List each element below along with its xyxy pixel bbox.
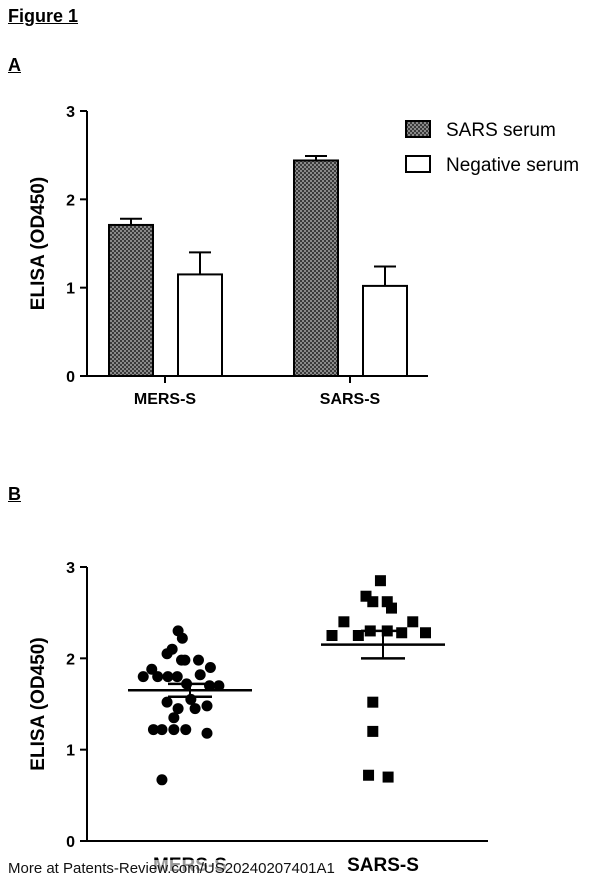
y-tick-label: 2 <box>66 192 75 209</box>
y-tick-label: 1 <box>66 281 75 298</box>
bar-negative-serum <box>178 274 222 376</box>
y-tick-label: 0 <box>66 369 75 386</box>
legend-label: Negative serum <box>446 155 579 176</box>
y-tick-label: 3 <box>66 104 75 121</box>
bar-sars-serum <box>109 225 153 376</box>
bar-sars-serum <box>294 160 338 376</box>
legend-swatch <box>406 121 430 137</box>
y-axis-label: ELISA (OD450) <box>28 177 49 310</box>
bar-negative-serum <box>363 286 407 376</box>
source-footer: More at Patents-Review.com/US20240207401… <box>8 860 335 877</box>
legend-swatch <box>406 156 430 172</box>
x-tick-label: SARS-S <box>320 391 381 408</box>
x-tick-label: MERS-S <box>134 391 197 408</box>
legend-label: SARS serum <box>446 120 556 141</box>
